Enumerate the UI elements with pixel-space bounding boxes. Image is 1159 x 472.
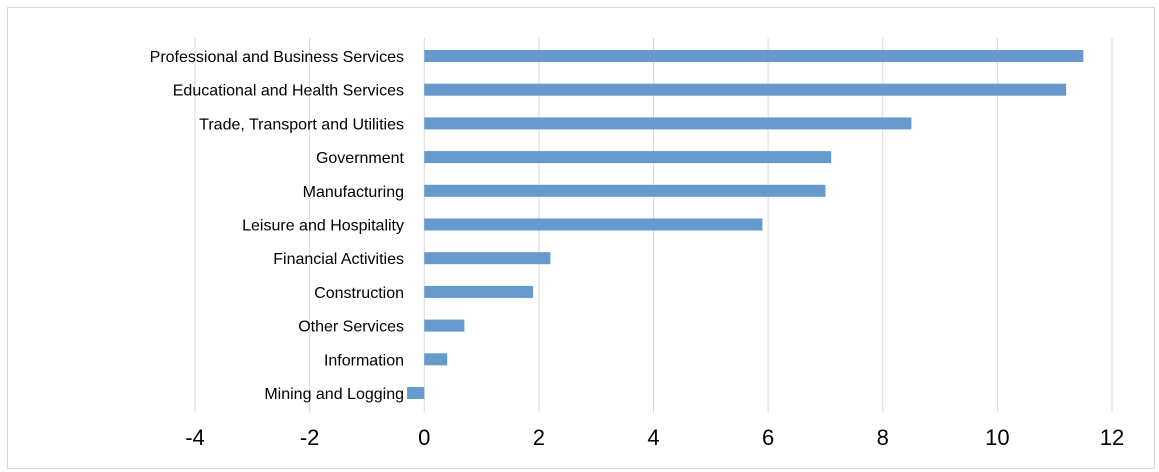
bar [424, 285, 534, 298]
bar [424, 117, 912, 130]
bar [424, 218, 763, 231]
category-label: Government [316, 150, 405, 167]
bar [407, 387, 425, 399]
category-label: Manufacturing [303, 184, 404, 201]
gridlines [194, 38, 1113, 412]
bar [424, 184, 826, 197]
x-tick-label: 12 [1100, 425, 1124, 450]
category-label: Leisure and Hospitality [242, 218, 404, 235]
x-tick-label: 2 [533, 425, 545, 450]
bar [424, 353, 448, 366]
category-label: Construction [314, 285, 404, 302]
category-label: Information [324, 352, 404, 369]
category-label: Professional and Business Services [150, 49, 404, 66]
bar [424, 319, 465, 332]
category-label: Trade, Transport and Utilities [199, 116, 404, 133]
x-tick-label: 10 [985, 425, 1009, 450]
x-tick-labels: -4 -2 0 2 4 6 8 10 12 [185, 425, 1124, 450]
bar [424, 151, 832, 164]
bars [407, 50, 1084, 399]
category-label: Financial Activities [273, 251, 404, 268]
category-labels: Professional and Business Services Educat… [150, 49, 405, 403]
category-label: Mining and Logging [264, 386, 404, 403]
x-tick-label: 0 [418, 425, 430, 450]
bar [424, 252, 551, 265]
x-tick-label: 8 [877, 425, 889, 450]
x-tick-label: -2 [300, 425, 320, 450]
bar [424, 50, 1084, 62]
x-tick-label: 4 [647, 425, 659, 450]
category-label: Other Services [298, 319, 404, 336]
x-tick-label: 6 [762, 425, 774, 450]
category-label: Educational and Health Services [173, 83, 404, 100]
bar [424, 83, 1067, 96]
x-tick-label: -4 [185, 425, 205, 450]
